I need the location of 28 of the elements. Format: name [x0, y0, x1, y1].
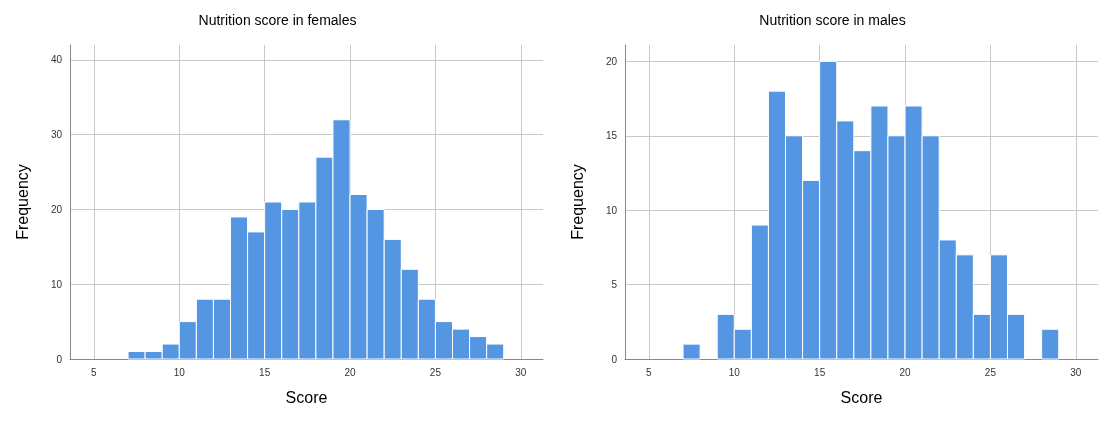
y-axis-title: Frequency [13, 164, 31, 240]
x-tick-label: 15 [259, 366, 271, 378]
y-tick-label: 0 [611, 353, 618, 365]
x-tick-label: 10 [173, 366, 186, 378]
y-axis-title: Frequency [568, 164, 586, 240]
x-tick-label: 20 [899, 366, 912, 378]
y-tick-label: 40 [50, 54, 63, 66]
x-tick-label: 30 [1070, 366, 1082, 378]
y-tick-label: 15 [605, 130, 618, 142]
y-tick-label: 20 [605, 55, 618, 67]
y-tick-label: 10 [605, 204, 618, 216]
y-tick-label: 0 [56, 353, 63, 365]
y-tick-label: 20 [50, 203, 63, 215]
chart-title: Nutrition score in males [759, 12, 906, 28]
x-axis-title: Score [285, 388, 328, 406]
x-tick-label: 10 [728, 366, 741, 378]
y-tick-label: 10 [50, 278, 63, 290]
chart-title: Nutrition score in females [198, 12, 357, 28]
x-tick-label: 30 [515, 366, 527, 378]
x-tick-label: 25 [429, 366, 442, 378]
y-tick-label: 30 [50, 129, 63, 141]
x-tick-label: 20 [344, 366, 357, 378]
x-tick-label: 15 [814, 366, 826, 378]
x-axis-title: Score [840, 388, 883, 406]
x-tick-label: 25 [984, 366, 997, 378]
y-tick-label: 5 [611, 279, 618, 291]
x-tick-label: 5 [646, 366, 653, 378]
x-tick-label: 5 [91, 366, 98, 378]
